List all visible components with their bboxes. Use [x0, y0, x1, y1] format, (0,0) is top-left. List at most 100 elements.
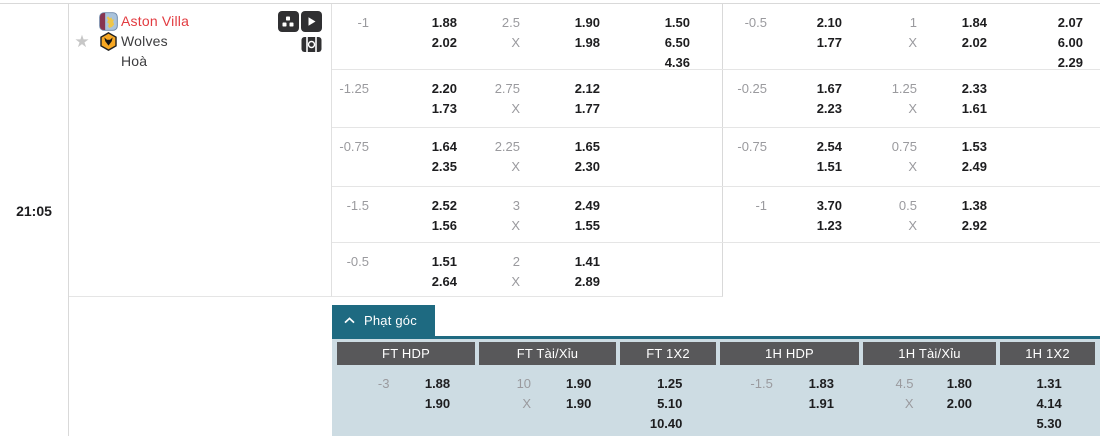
under-odds[interactable]: 2.00 — [946, 396, 973, 411]
home-hdp-odds[interactable]: 1.67 — [816, 81, 842, 96]
handicap-line: -0.25 — [737, 81, 767, 96]
odds-1[interactable]: 1.31 — [1036, 376, 1062, 391]
odds-row: -1 3.70 1.23 0.5 X 1.38 2.92 — [722, 187, 1100, 243]
odds-x[interactable]: 5.10 — [657, 396, 683, 411]
handicap-line: -0.5 — [346, 254, 369, 269]
under-odds[interactable]: 2.30 — [574, 159, 600, 174]
over-odds[interactable]: 1.80 — [946, 376, 973, 391]
under-odds[interactable]: 2.92 — [961, 218, 987, 233]
over-odds[interactable]: 1.41 — [574, 254, 600, 269]
ou-line: 0.5 — [898, 198, 917, 213]
under-odds[interactable]: 1.90 — [566, 396, 592, 411]
under-odds[interactable]: 1.98 — [574, 35, 600, 50]
away-hdp-odds[interactable]: 2.35 — [431, 159, 457, 174]
match-time: 21:05 — [16, 203, 52, 219]
away-hdp-odds[interactable]: 1.23 — [816, 218, 842, 233]
handicap-line: -1 — [357, 15, 369, 30]
ou-x: X — [908, 35, 917, 50]
over-odds[interactable]: 1.90 — [574, 15, 600, 30]
away-hdp-odds[interactable]: 1.56 — [431, 218, 457, 233]
ou-line: 4.5 — [895, 376, 914, 391]
odds-x[interactable]: 6.50 — [664, 35, 690, 50]
home-hdp-odds[interactable]: 2.20 — [431, 81, 457, 96]
odds-2[interactable]: 5.30 — [1036, 416, 1062, 431]
home-hdp-odds[interactable]: 2.54 — [816, 139, 842, 154]
away-hdp-odds[interactable]: 2.02 — [431, 35, 457, 50]
odds-2[interactable]: 2.29 — [1057, 55, 1083, 70]
odds-2[interactable]: 4.36 — [664, 55, 690, 70]
ou-line: 10 — [516, 376, 532, 391]
away-hdp-odds[interactable]: 2.23 — [816, 101, 842, 116]
star-icon[interactable]: ★ — [74, 31, 90, 51]
under-odds[interactable]: 2.89 — [574, 274, 600, 289]
home-hdp-odds[interactable]: 2.10 — [816, 15, 842, 30]
odds-1[interactable]: 2.07 — [1057, 15, 1083, 30]
home-team-row: Aston Villa — [69, 11, 331, 31]
odds-row: -1.25 2.20 1.73 2.75 X 2.12 1.77 — [332, 70, 722, 128]
home-team-name[interactable]: Aston Villa — [121, 13, 190, 29]
time-column: 21:05 — [0, 3, 69, 436]
home-hdp-odds[interactable]: 3.70 — [816, 198, 842, 213]
home-hdp-odds[interactable]: 1.83 — [808, 376, 834, 391]
over-odds[interactable]: 1.38 — [961, 198, 987, 213]
home-hdp-odds[interactable]: 1.51 — [431, 254, 457, 269]
handicap-line: -1.25 — [339, 81, 369, 96]
under-odds[interactable]: 2.02 — [961, 35, 987, 50]
over-odds[interactable]: 1.90 — [566, 376, 592, 391]
corners-ft-1x2: 1.25 5.10 10.40 — [620, 374, 716, 434]
away-hdp-odds[interactable]: 1.77 — [816, 35, 842, 50]
ou-x: X — [511, 101, 520, 116]
over-odds[interactable]: 2.33 — [961, 81, 987, 96]
away-team-row: ★ Wolves — [69, 31, 331, 51]
away-team-name[interactable]: Wolves — [121, 33, 168, 49]
header-ft-hdp: FT HDP — [337, 342, 475, 365]
away-hdp-odds[interactable]: 1.73 — [431, 101, 457, 116]
handicap-line: -0.5 — [744, 15, 767, 30]
odds-1[interactable]: 1.50 — [664, 15, 690, 30]
ou-line: 1 — [909, 15, 917, 30]
home-hdp-odds[interactable]: 1.88 — [424, 376, 451, 391]
odds-row: -1 1.88 2.02 2.5 X 1.90 1.98 1.50 6.50 4.36 — [332, 4, 722, 70]
header-ft-ou: FT Tài/Xỉu — [479, 342, 616, 365]
ou-x: X — [908, 101, 917, 116]
odds-2[interactable]: 10.40 — [649, 416, 683, 431]
header-1h-ou: 1H Tài/Xỉu — [863, 342, 996, 365]
firsthalf-odds-table: -0.5 2.10 1.77 1 X 1.84 2.02 2.07 6.00 2.29 -… — [722, 4, 1100, 296]
away-hdp-odds[interactable]: 1.90 — [424, 396, 451, 411]
under-odds[interactable]: 1.55 — [574, 218, 600, 233]
corners-1h-ou: 4.5 X 1.80 2.00 — [863, 374, 996, 434]
lineup-icon[interactable] — [278, 11, 299, 32]
away-hdp-odds[interactable]: 1.51 — [816, 159, 842, 174]
away-hdp-odds[interactable]: 2.64 — [431, 274, 457, 289]
chevron-up-icon — [344, 317, 355, 324]
away-hdp-odds[interactable]: 1.91 — [808, 396, 834, 411]
ou-x: X — [511, 218, 520, 233]
play-icon[interactable] — [301, 11, 322, 32]
ou-x: X — [511, 274, 520, 289]
corners-section-tab[interactable]: Phạt góc — [332, 305, 435, 336]
odds-x[interactable]: 6.00 — [1057, 35, 1083, 50]
over-odds[interactable]: 1.84 — [961, 15, 987, 30]
over-odds[interactable]: 1.53 — [961, 139, 987, 154]
header-1h-1x2: 1H 1X2 — [1000, 342, 1095, 365]
under-odds[interactable]: 1.61 — [961, 101, 987, 116]
handicap-line: -1.5 — [750, 376, 773, 391]
over-odds[interactable]: 2.49 — [574, 198, 600, 213]
under-odds[interactable]: 1.77 — [574, 101, 600, 116]
pitch-icon[interactable] — [301, 34, 322, 55]
ou-line: 2.75 — [494, 81, 520, 96]
under-odds[interactable]: 2.49 — [961, 159, 987, 174]
ou-line: 1.25 — [891, 81, 917, 96]
corners-ft-hdp: -3 1.88 1.90 — [337, 374, 475, 434]
home-hdp-odds[interactable]: 1.88 — [431, 15, 457, 30]
aston-villa-crest-icon — [98, 11, 118, 31]
over-odds[interactable]: 1.65 — [574, 139, 600, 154]
odds-row: -0.25 1.67 2.23 1.25 X 2.33 1.61 — [722, 70, 1100, 128]
odds-1[interactable]: 1.25 — [657, 376, 683, 391]
over-odds[interactable]: 2.12 — [574, 81, 600, 96]
home-hdp-odds[interactable]: 2.52 — [431, 198, 457, 213]
odds-row: -0.75 1.64 2.35 2.25 X 1.65 2.30 — [332, 128, 722, 187]
home-hdp-odds[interactable]: 1.64 — [431, 139, 457, 154]
odds-x[interactable]: 4.14 — [1036, 396, 1062, 411]
